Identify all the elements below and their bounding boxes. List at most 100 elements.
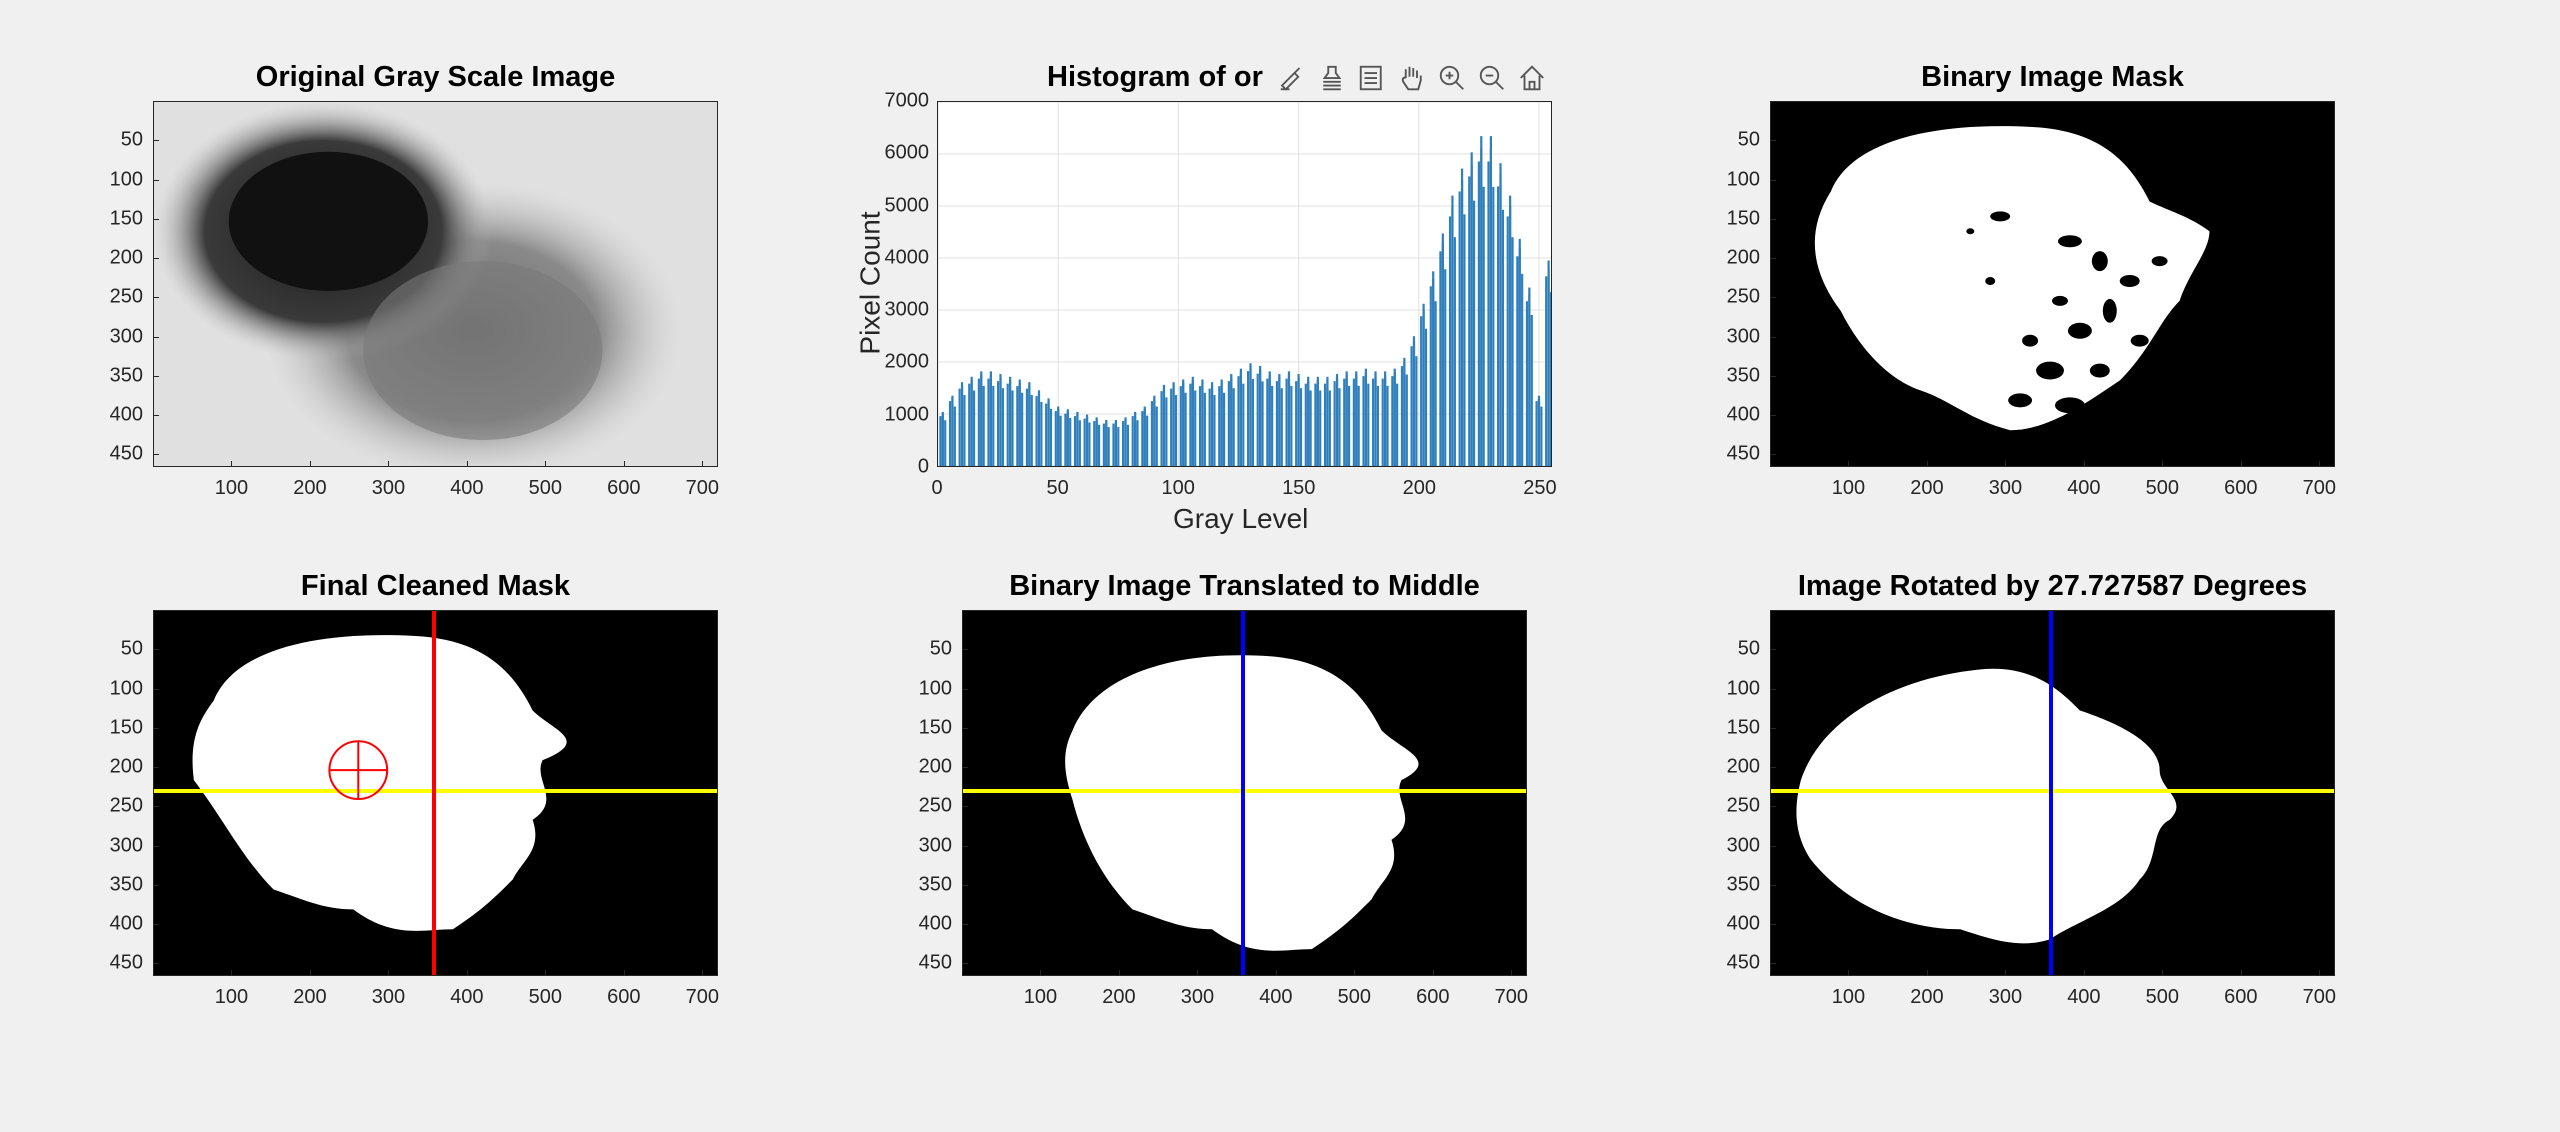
histogram-bar: [1011, 390, 1014, 466]
y-tick-label: 200: [1726, 246, 1760, 269]
histogram-bar: [1343, 378, 1346, 466]
y-tick-mark: [962, 767, 968, 769]
x-tick-mark: [623, 970, 625, 976]
histogram-bar: [1511, 237, 1514, 466]
x-tick-label: 400: [1259, 986, 1293, 1008]
rotated-mask-axes[interactable]: [1770, 610, 2335, 976]
x-tick-label: 500: [1337, 986, 1372, 1008]
histogram-bar: [1146, 415, 1149, 466]
histogram-bar: [1338, 388, 1341, 466]
binary-mask-axes[interactable]: [1770, 101, 2335, 467]
gray-image-axes[interactable]: [153, 101, 718, 467]
histogram-bar: [987, 378, 990, 466]
brush-icon[interactable]: [1274, 60, 1310, 96]
panel-translated: Binary Image Translated to Middle 100 200…: [919, 570, 1528, 1008]
y-tick-label: 250: [1726, 794, 1760, 817]
y-tick-label: 50: [1737, 637, 1760, 660]
histogram-bar: [1347, 385, 1351, 466]
x-tick-mark: [2240, 970, 2242, 976]
x-tick-mark: [231, 461, 233, 467]
histogram-bar: [1323, 383, 1327, 466]
histogram-bar: [1198, 386, 1202, 466]
histogram-bar: [1261, 381, 1264, 466]
y-tick-mark: [1770, 297, 1776, 299]
histogram-bar: [1287, 371, 1291, 466]
y-tick-mark: [1770, 258, 1776, 260]
histogram-bar: [1232, 388, 1235, 466]
histogram-bar: [1239, 368, 1242, 466]
panel-original-gray: Original Gray Scale Image: [110, 61, 719, 499]
histogram-bar: [1016, 386, 1019, 466]
histogram-bar: [1528, 287, 1531, 466]
translated-mask-axes[interactable]: [962, 610, 1527, 976]
y-tick-label: 350: [109, 364, 143, 387]
histogram-bar: [1107, 427, 1110, 466]
y-tick-label: 250: [918, 794, 952, 817]
cleaned-mask-axes[interactable]: [153, 610, 718, 976]
histogram-bar: [1537, 395, 1541, 466]
y-tick-label: 7000: [884, 89, 930, 112]
zoom-in-icon[interactable]: [1434, 60, 1470, 96]
histogram-chart: [938, 102, 1551, 466]
y-tick-label: 400: [918, 912, 952, 935]
histogram-bar: [1432, 271, 1435, 466]
histogram-bar: [1037, 390, 1041, 466]
histogram-bar: [1285, 378, 1288, 466]
histogram-bar: [948, 401, 952, 466]
x-tick-mark: [702, 461, 704, 467]
histogram-bar: [1271, 385, 1274, 466]
histogram-bar: [1143, 406, 1146, 466]
histogram-bar: [1268, 371, 1271, 466]
histogram-bar: [1530, 314, 1533, 466]
histogram-bar: [1453, 237, 1456, 466]
y-tick-mark: [153, 375, 159, 377]
histogram-bar: [1299, 388, 1303, 466]
legend-icon[interactable]: [1354, 60, 1390, 96]
x-tick-label: 100: [1831, 986, 1866, 1008]
histogram-bar: [1222, 392, 1226, 466]
y-tick-mark: [1770, 924, 1776, 926]
histogram-bar: [1189, 383, 1192, 466]
histogram-bar: [1501, 209, 1505, 466]
histogram-bar: [992, 385, 995, 466]
histogram-bar: [1535, 401, 1538, 466]
y-tick-label: 100: [918, 677, 952, 700]
histogram-bar: [1525, 301, 1529, 466]
x-tick-label: 400: [2067, 986, 2101, 1008]
histogram-bar: [1182, 379, 1185, 466]
panel-title: Final Cleaned Mask: [300, 570, 571, 602]
zoom-out-icon[interactable]: [1474, 60, 1510, 96]
histogram-bar: [1374, 371, 1377, 466]
x-tick-label: 100: [214, 477, 249, 499]
datatip-icon[interactable]: [1314, 60, 1350, 96]
x-tick-label: 700: [1494, 986, 1528, 1008]
x-tick-label: 300: [371, 986, 406, 1008]
histogram-bar: [1518, 238, 1521, 466]
panel-rotated: Image Rotated by 27.727587 Degrees 100 20…: [1727, 570, 2336, 1008]
pan-hand-icon[interactable]: [1394, 60, 1430, 96]
histogram-bar: [1335, 374, 1339, 466]
histogram-bar: [1316, 376, 1319, 466]
histogram-bar: [1492, 186, 1495, 466]
y-tick-label: 300: [109, 834, 143, 857]
y-tick-mark: [153, 140, 159, 142]
histogram-bar: [1203, 392, 1206, 466]
histogram-axes[interactable]: [937, 101, 1552, 467]
x-tick-label: 300: [1180, 986, 1215, 1008]
y-tick-mark: [1770, 454, 1776, 456]
histogram-bar: [1266, 378, 1269, 466]
histogram-bar: [1278, 374, 1281, 466]
histogram-bar: [1018, 379, 1021, 466]
histogram-bar: [1434, 301, 1437, 466]
x-tick-label: 200: [1102, 986, 1136, 1008]
histogram-bar: [1420, 316, 1423, 466]
home-icon[interactable]: [1514, 60, 1550, 96]
histogram-bar: [982, 385, 985, 466]
y-tick-label: 2000: [884, 350, 930, 373]
histogram-bar: [951, 395, 954, 466]
y-tick-label: 400: [109, 403, 143, 426]
gray-scale-image: [154, 102, 717, 466]
y-tick-label: 100: [109, 677, 143, 700]
histogram-bar: [1117, 427, 1120, 466]
x-tick-label: 700: [685, 477, 719, 499]
